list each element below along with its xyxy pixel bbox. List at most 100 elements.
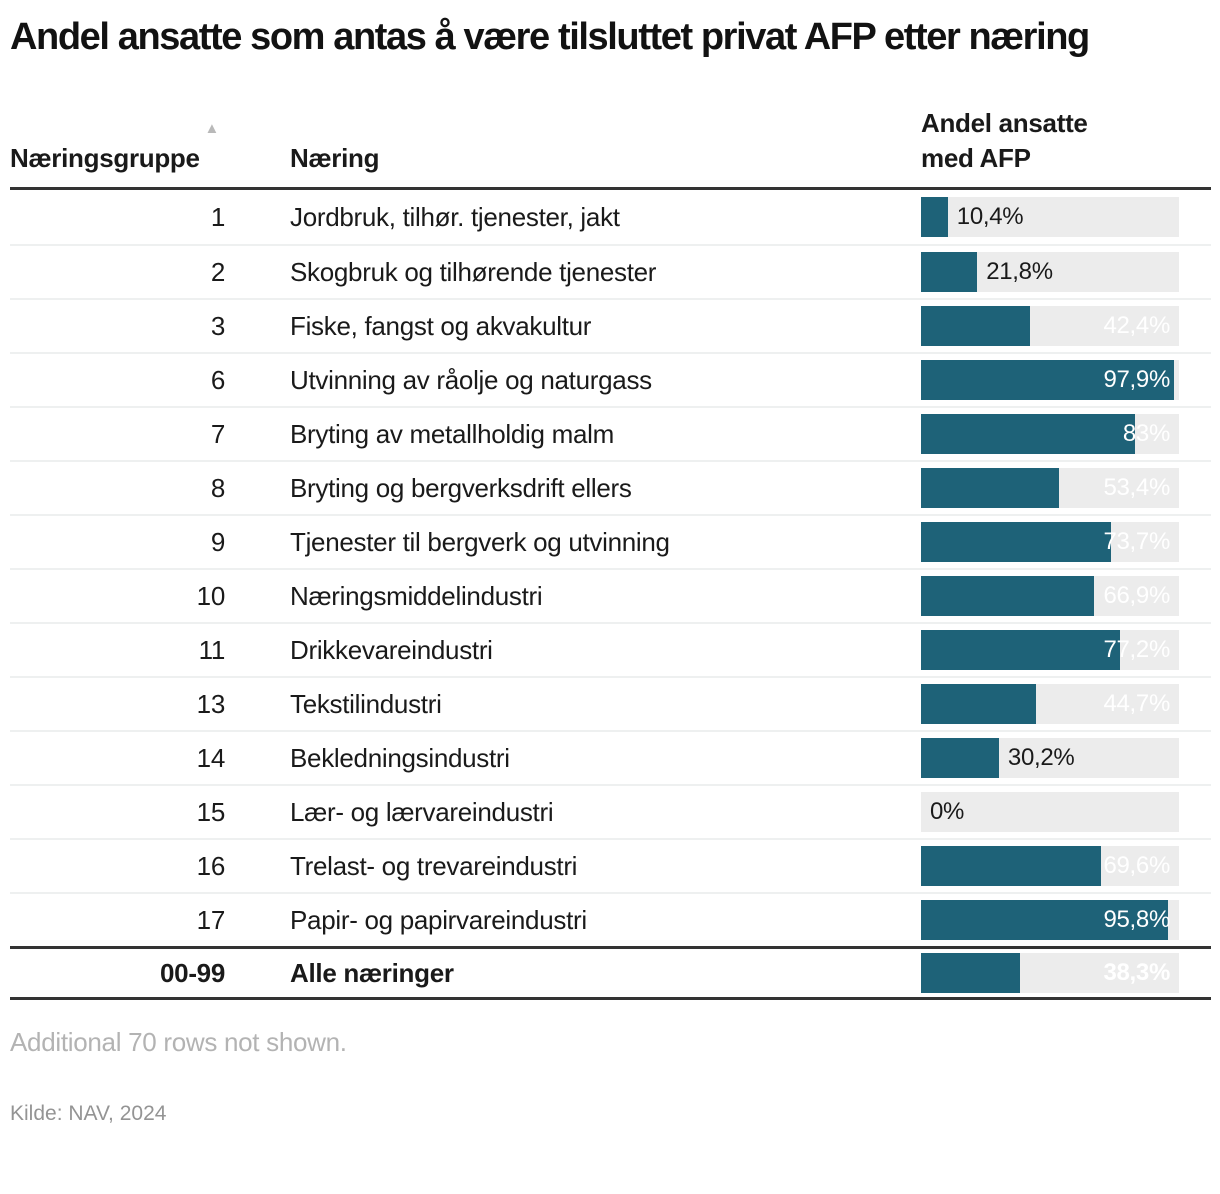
bar-cell: 0% bbox=[921, 792, 1211, 833]
column-header-andel-afp[interactable]: Andel ansatte med AFP bbox=[921, 106, 1211, 176]
table-row: 10 Næringsmiddelindustri 66,9% bbox=[10, 568, 1211, 622]
group-cell: 11 bbox=[198, 635, 226, 666]
bar-track: 77,2% bbox=[921, 630, 1179, 671]
industry-cell: Bekledningsindustri bbox=[290, 743, 510, 774]
bar-fill bbox=[921, 252, 978, 293]
group-cell: 6 bbox=[210, 365, 225, 396]
industry-cell: Trelast- og trevareindustri bbox=[290, 851, 578, 882]
bar-cell: 30,2% bbox=[921, 738, 1211, 779]
industry-cell: Fiske, fangst og akvakultur bbox=[290, 311, 592, 342]
industry-cell: Bryting og bergverksdrift ellers bbox=[290, 473, 632, 504]
bar-cell: 66,9% bbox=[921, 576, 1211, 617]
bar-value-label: 0% bbox=[930, 798, 965, 826]
bar-track: 95,8% bbox=[921, 900, 1179, 941]
group-cell: 3 bbox=[210, 311, 225, 342]
group-cell: 00-99 bbox=[160, 958, 225, 989]
bar-track: 42,4% bbox=[921, 306, 1179, 347]
bar-cell: 38,3% bbox=[921, 953, 1211, 994]
table-row: 2 Skogbruk og tilhørende tjenester 21,8% bbox=[10, 244, 1211, 298]
industry-cell: Tekstilindustri bbox=[290, 689, 442, 720]
table-row: 11 Drikkevareindustri 77,2% bbox=[10, 622, 1211, 676]
bar-fill bbox=[921, 414, 1136, 455]
industry-cell: Tjenester til bergverk og utvinning bbox=[290, 527, 670, 558]
table-row: 3 Fiske, fangst og akvakultur 42,4% bbox=[10, 298, 1211, 352]
table-row: 13 Tekstilindustri 44,7% bbox=[10, 676, 1211, 730]
table-row: 6 Utvinning av råolje og naturgass 97,9% bbox=[10, 352, 1211, 406]
bar-value-label: 21,8% bbox=[986, 258, 1053, 286]
industry-cell: Næringsmiddelindustri bbox=[290, 581, 543, 612]
source-note: Kilde: NAV, 2024 bbox=[10, 1102, 167, 1126]
bar-fill bbox=[921, 900, 1169, 941]
rows-not-shown-note: Additional 70 rows not shown. bbox=[10, 1027, 347, 1058]
bar-track: 69,6% bbox=[921, 846, 1179, 887]
column-header-label-group: Næringsgruppe bbox=[10, 143, 200, 174]
sort-ascending-icon[interactable]: ▲ bbox=[204, 120, 219, 138]
bar-track: 10,4% bbox=[921, 197, 1179, 238]
bar-value-label: 38,3% bbox=[1103, 959, 1170, 987]
bar-track: 30,2% bbox=[921, 738, 1179, 779]
industry-cell: Lær- og lærvareindustri bbox=[290, 797, 554, 828]
bar-value-label: 95,8% bbox=[1103, 906, 1170, 934]
bar-value-label: 53,4% bbox=[1103, 474, 1170, 502]
bar-cell: 53,4% bbox=[921, 468, 1211, 509]
industry-cell: Bryting av metallholdig malm bbox=[290, 419, 614, 450]
bar-cell: 97,9% bbox=[921, 360, 1211, 401]
bar-fill bbox=[921, 468, 1059, 509]
column-header-label-share-line2: med AFP bbox=[921, 143, 1031, 174]
bar-value-label: 10,4% bbox=[956, 203, 1024, 231]
bar-fill bbox=[921, 197, 948, 238]
table-row: 9 Tjenester til bergverk og utvinning 73… bbox=[10, 514, 1211, 568]
industry-cell: Jordbruk, tilhør. tjenester, jakt bbox=[290, 202, 620, 233]
table-row: 17 Papir- og papirvareindustri 95,8% bbox=[10, 892, 1211, 946]
bar-fill bbox=[921, 522, 1112, 563]
industry-cell: Drikkevareindustri bbox=[290, 635, 493, 666]
bar-value-label: 69,6% bbox=[1103, 852, 1170, 880]
column-header-naering[interactable]: Næring bbox=[290, 141, 921, 176]
bar-fill bbox=[921, 953, 1020, 994]
bar-track: 83% bbox=[921, 414, 1179, 455]
bar-cell: 69,6% bbox=[921, 846, 1211, 887]
bar-fill bbox=[921, 630, 1121, 671]
bar-fill bbox=[921, 576, 1094, 617]
group-cell: 17 bbox=[196, 905, 226, 936]
group-cell: 2 bbox=[210, 257, 225, 288]
group-cell: 7 bbox=[210, 419, 225, 450]
column-header-naeringsgruppe[interactable]: ▲ Næringsgruppe bbox=[10, 117, 225, 176]
group-cell: 10 bbox=[196, 581, 226, 612]
group-cell: 13 bbox=[196, 689, 226, 720]
bar-cell: 42,4% bbox=[921, 306, 1211, 347]
industry-cell: Skogbruk og tilhørende tjenester bbox=[290, 257, 657, 288]
bar-cell: 44,7% bbox=[921, 684, 1211, 725]
bar-track: 44,7% bbox=[921, 684, 1179, 725]
group-cell: 9 bbox=[210, 527, 225, 558]
industry-cell: Utvinning av råolje og naturgass bbox=[290, 365, 652, 396]
table-row: 14 Bekledningsindustri 30,2% bbox=[10, 730, 1211, 784]
bar-value-label: 97,9% bbox=[1103, 366, 1170, 394]
bar-cell: 95,8% bbox=[921, 900, 1211, 941]
table-row: 1 Jordbruk, tilhør. tjenester, jakt 10,4… bbox=[10, 190, 1211, 244]
bar-value-label: 30,2% bbox=[1007, 744, 1075, 772]
industry-cell: Alle næringer bbox=[290, 958, 454, 989]
bar-cell: 73,7% bbox=[921, 522, 1211, 563]
bar-fill bbox=[921, 306, 1031, 347]
bar-cell: 21,8% bbox=[921, 252, 1211, 293]
bar-cell: 10,4% bbox=[921, 197, 1211, 238]
bar-track: 38,3% bbox=[921, 953, 1179, 994]
bar-value-label: 42,4% bbox=[1103, 312, 1170, 340]
bar-value-label: 77,2% bbox=[1103, 636, 1170, 664]
column-header-label-share-line1: Andel ansatte bbox=[921, 108, 1088, 139]
industry-cell: Papir- og papirvareindustri bbox=[290, 905, 587, 936]
bar-fill bbox=[921, 684, 1037, 725]
table-body: 1 Jordbruk, tilhør. tjenester, jakt 10,4… bbox=[10, 190, 1211, 1001]
bar-value-label: 66,9% bbox=[1103, 582, 1170, 610]
bar-value-label: 44,7% bbox=[1103, 690, 1170, 718]
table-row: 7 Bryting av metallholdig malm 83% bbox=[10, 406, 1211, 460]
table-row: 00-99 Alle næringer 38,3% bbox=[10, 946, 1211, 1001]
column-header-label-industry: Næring bbox=[290, 143, 380, 174]
bar-track: 21,8% bbox=[921, 252, 1179, 293]
bar-fill bbox=[921, 846, 1101, 887]
table-header-row: ▲ Næringsgruppe Næring Andel ansatte med… bbox=[10, 106, 1211, 191]
table-row: 16 Trelast- og trevareindustri 69,6% bbox=[10, 838, 1211, 892]
chart-title: Andel ansatte som antas å være tilslutte… bbox=[10, 16, 1090, 58]
